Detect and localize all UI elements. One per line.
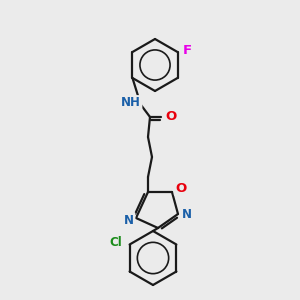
Text: N: N [124, 214, 134, 226]
Text: F: F [183, 44, 192, 56]
Text: Cl: Cl [109, 236, 122, 249]
Text: O: O [165, 110, 177, 124]
Text: O: O [176, 182, 187, 194]
Text: N: N [182, 208, 192, 220]
Text: NH: NH [121, 97, 141, 110]
